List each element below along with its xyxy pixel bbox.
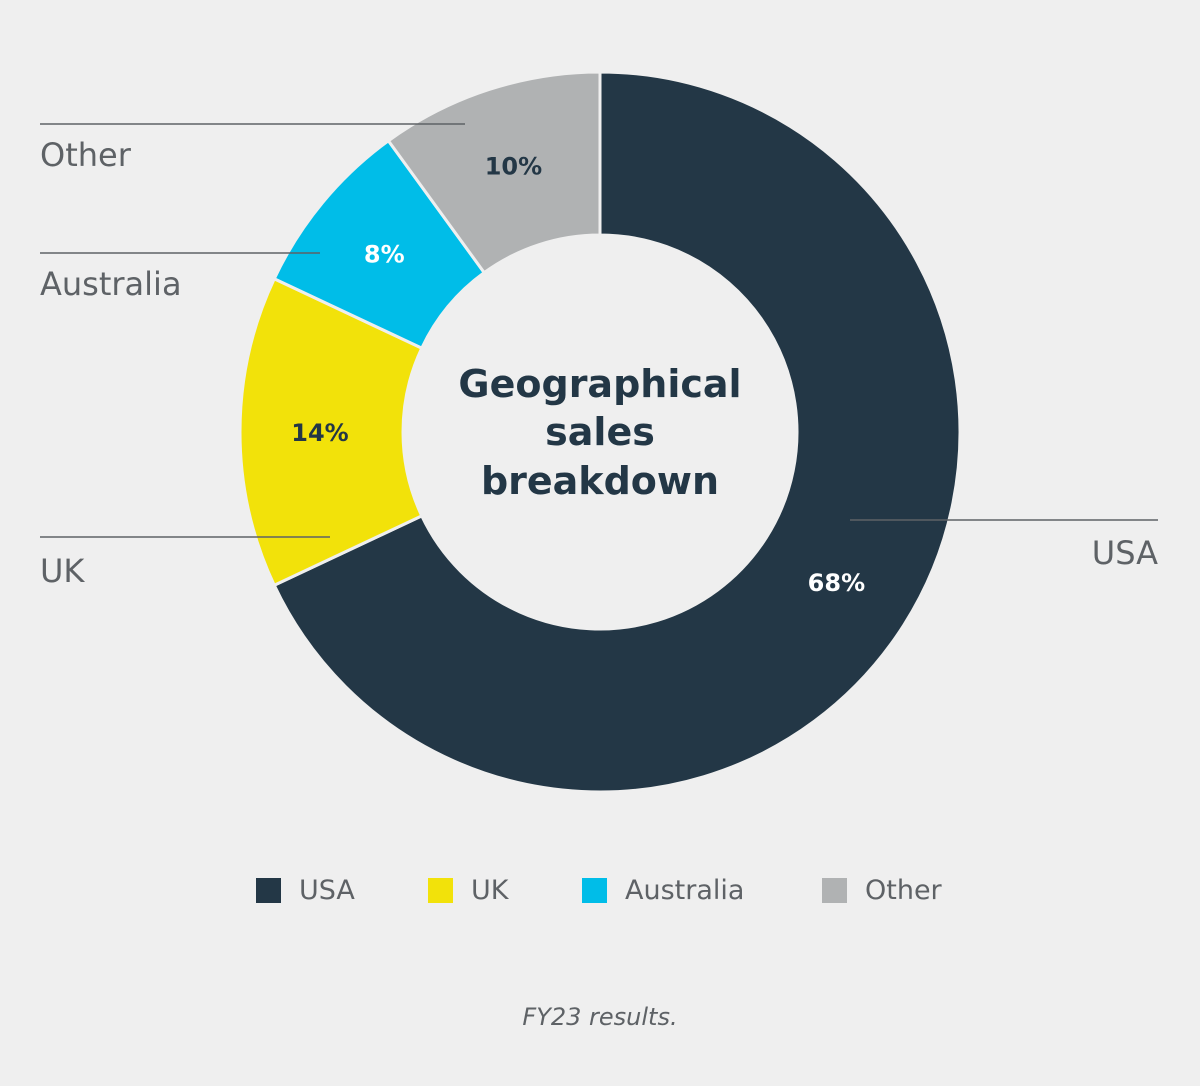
center-title-line-1: Geographical [458,362,741,406]
legend-swatch-uk [428,877,453,903]
side-label-australia: Australia [40,265,182,303]
side-label-other: Other [40,136,132,174]
legend-label-other: Other [865,874,942,906]
slice-label-usa: 68% [808,569,865,597]
slice-other [386,70,602,275]
slice-label-uk: 14% [291,419,348,447]
legend-label-uk: UK [471,874,509,906]
side-label-usa: USA [1092,534,1158,572]
legend: USA UK Australia Other [0,872,1200,908]
slice-label-australia: 8% [364,241,405,269]
slice-uk [238,276,424,588]
legend-label-usa: USA [299,874,355,906]
legend-item-other: Other [822,872,942,908]
legend-item-usa: USA [256,872,355,908]
legend-item-uk: UK [428,872,508,908]
legend-item-australia: Australia [582,872,744,908]
center-title-line-3: breakdown [481,459,719,503]
legend-swatch-other [822,877,847,903]
slice-usa [272,70,962,794]
legend-label-australia: Australia [625,874,745,906]
side-label-uk: UK [40,552,85,590]
slices-group: 68% 14% 8% 10% [238,70,962,794]
legend-swatch-australia [582,877,607,903]
legend-swatch-usa [256,877,281,903]
caption: FY23 results. [522,1003,678,1031]
slice-label-other: 10% [485,153,542,181]
center-title-line-2: sales [545,410,655,454]
